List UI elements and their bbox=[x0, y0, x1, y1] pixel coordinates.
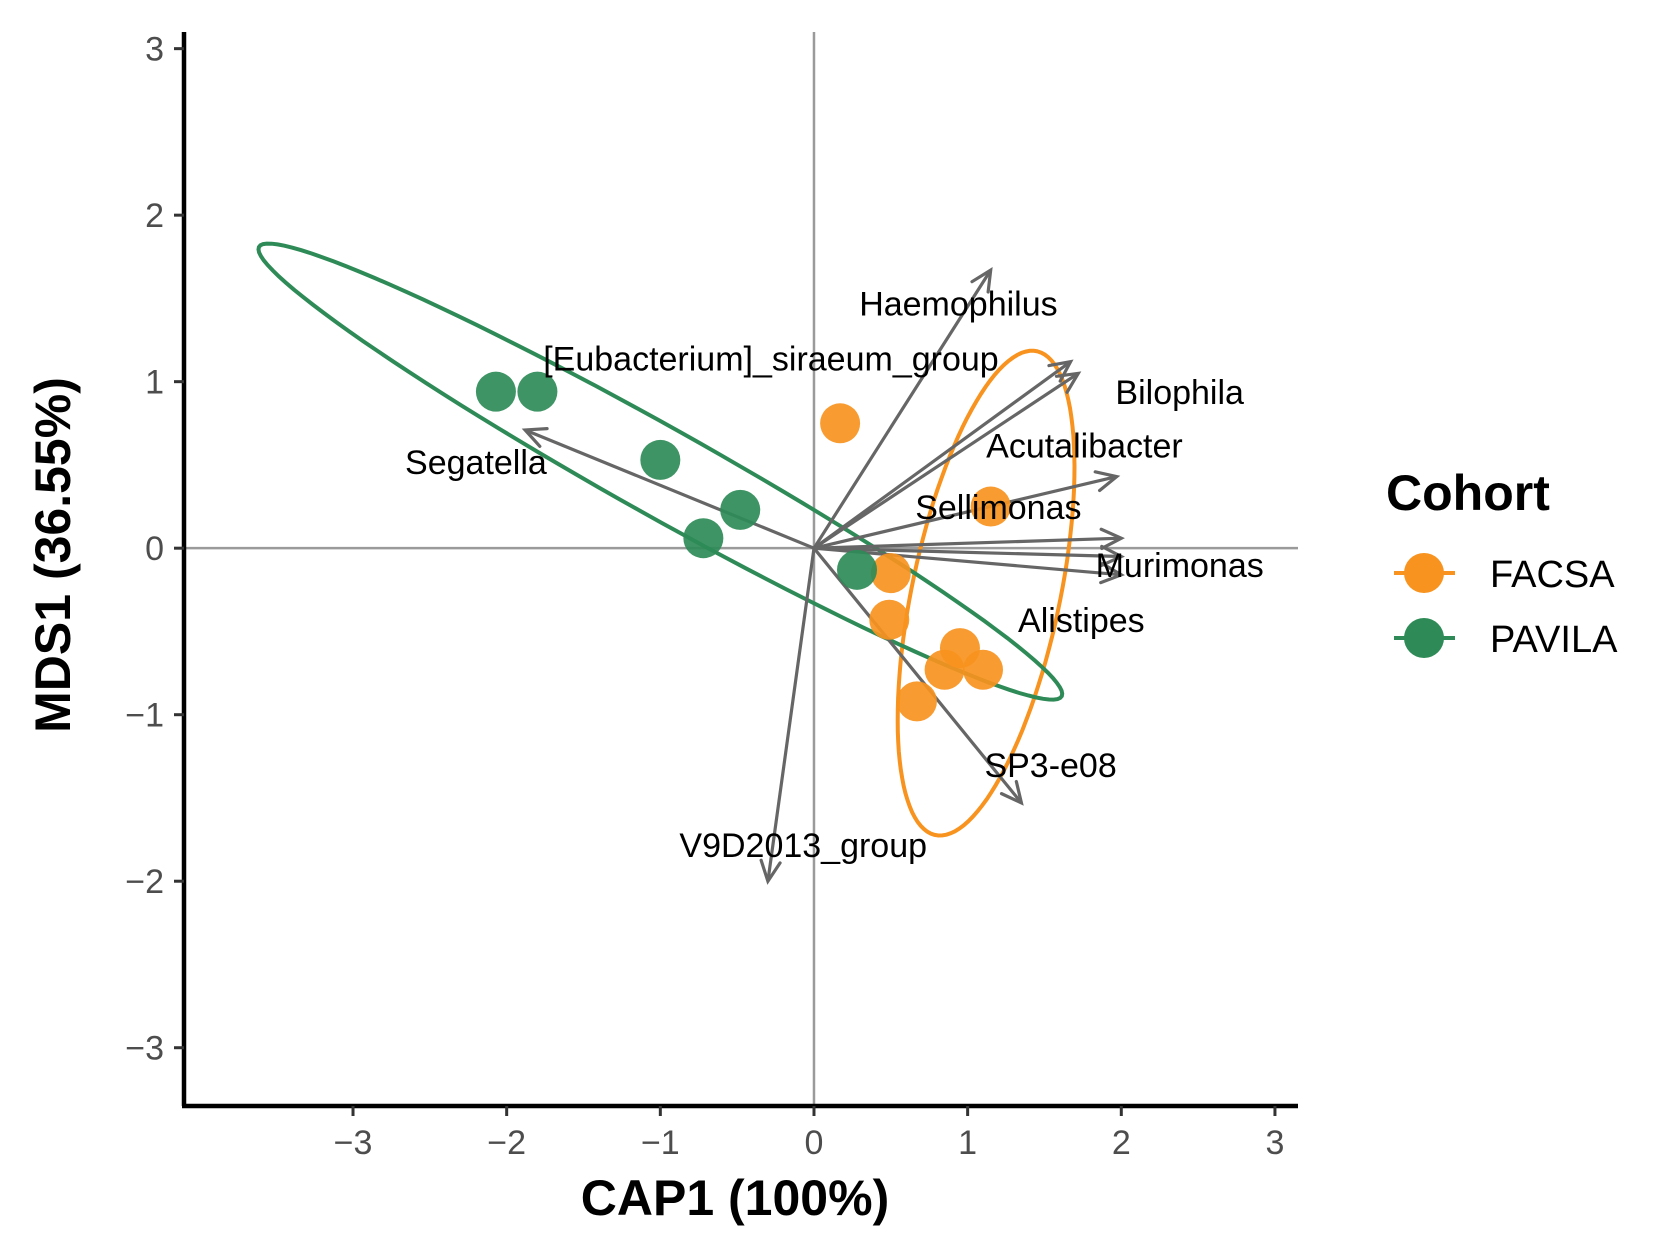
vector-label-haemophilus: Haemophilus bbox=[859, 286, 1057, 324]
point-facsa bbox=[896, 681, 937, 722]
vector-arrow-acutalibacter bbox=[813, 470, 1121, 550]
x-axis-title: CAP1 (100%) bbox=[581, 1170, 889, 1226]
vector-shaft bbox=[524, 428, 815, 550]
point-pavila bbox=[837, 549, 878, 590]
point-pavila bbox=[517, 371, 558, 412]
point-pavila bbox=[720, 489, 761, 530]
y-tick-label: 1 bbox=[145, 364, 164, 402]
x-tick-label: 0 bbox=[805, 1124, 824, 1162]
sample-points bbox=[475, 371, 1011, 722]
y-tick-label: 2 bbox=[145, 197, 164, 235]
vector-shaft bbox=[813, 475, 1118, 550]
reference-lines bbox=[184, 32, 1298, 1106]
vector-shaft bbox=[813, 360, 1072, 550]
vector-label-alistipes: Alistipes bbox=[1018, 602, 1145, 640]
legend-label: PAVILA bbox=[1490, 619, 1618, 661]
x-tick-label: 3 bbox=[1265, 1124, 1284, 1162]
vector-label-acutalibacter: Acutalibacter bbox=[986, 427, 1183, 465]
x-axis-ticks: −3 −2 −1 0 1 2 3 bbox=[334, 1106, 1284, 1162]
point-facsa bbox=[924, 649, 965, 690]
vector-labels: Haemophilus [Eubacterium]_siraeum_group Bi… bbox=[405, 286, 1264, 865]
vector-arrow-haemophilus bbox=[812, 267, 993, 550]
vector-label-sellimonas: Sellimonas bbox=[915, 489, 1081, 527]
vector-arrow-segatella bbox=[521, 427, 815, 550]
y-tick-label: 3 bbox=[145, 31, 164, 69]
vector-head bbox=[1099, 544, 1125, 568]
vector-shaft bbox=[812, 547, 1023, 804]
point-pavila bbox=[640, 439, 681, 480]
point-facsa bbox=[869, 599, 910, 640]
y-tick-label: 0 bbox=[145, 530, 164, 568]
point-facsa bbox=[970, 486, 1011, 527]
x-tick-label: −3 bbox=[334, 1124, 373, 1162]
y-tick-label: −3 bbox=[125, 1030, 164, 1068]
vector-label-segatella: Segatella bbox=[405, 444, 547, 482]
vector-label-v9d2013-group: V9D2013_group bbox=[679, 827, 927, 865]
vector-arrow-sp3-e08 bbox=[812, 547, 1024, 806]
vector-head bbox=[1099, 527, 1125, 551]
point-facsa bbox=[963, 649, 1004, 690]
vector-arrow-bilophila bbox=[813, 371, 1082, 550]
vector-shaft bbox=[766, 547, 816, 882]
legend-key-dot bbox=[1404, 553, 1444, 593]
legend-title: Cohort bbox=[1386, 465, 1550, 521]
vector-head bbox=[1093, 470, 1121, 493]
vector-label--eubacterium-siraeum-group: [Eubacterium]_siraeum_group bbox=[543, 341, 998, 379]
y-tick-label: −1 bbox=[125, 697, 164, 735]
vector-label-murimonas: Murimonas bbox=[1096, 547, 1264, 585]
x-tick-label: 2 bbox=[1112, 1124, 1131, 1162]
loading-vectors bbox=[521, 267, 1125, 885]
point-facsa bbox=[820, 403, 861, 444]
vector-arrow-sellimonas bbox=[813, 527, 1125, 551]
vector-head bbox=[970, 267, 993, 294]
vector-head bbox=[999, 779, 1024, 806]
legend-key-dot bbox=[1404, 618, 1444, 658]
y-axis-ticks: 3 2 1 0 −1 −2 −3 bbox=[125, 31, 184, 1068]
vector-shaft bbox=[813, 536, 1122, 550]
point-pavila bbox=[475, 371, 516, 412]
vector-head bbox=[1054, 371, 1082, 394]
vector-arrow-murimonas bbox=[813, 544, 1125, 568]
vector-shaft bbox=[813, 546, 1122, 559]
y-axis-title: MDS1 (36.55%) bbox=[25, 377, 81, 733]
vector-shaft bbox=[813, 372, 1080, 550]
point-facsa bbox=[870, 553, 911, 594]
x-tick-label: −1 bbox=[641, 1124, 680, 1162]
legend-item-pavila: PAVILA bbox=[1394, 618, 1618, 661]
x-tick-label: −2 bbox=[487, 1124, 526, 1162]
point-pavila bbox=[683, 518, 724, 559]
x-tick-label: 1 bbox=[958, 1124, 977, 1162]
vector-arrow-v9d2013-group bbox=[759, 547, 816, 885]
legend: Cohort FACSA PAVILA bbox=[1386, 465, 1618, 661]
vector-head bbox=[521, 427, 549, 448]
vector-label-sp3-e08: SP3-e08 bbox=[984, 747, 1116, 785]
legend-label: FACSA bbox=[1490, 554, 1615, 596]
vector-head bbox=[759, 858, 782, 885]
legend-item-facsa: FACSA bbox=[1394, 553, 1615, 596]
vector-head bbox=[1099, 561, 1125, 585]
vector-shaft bbox=[812, 269, 993, 550]
vector-label-bilophila: Bilophila bbox=[1115, 374, 1244, 412]
y-tick-label: −2 bbox=[125, 863, 164, 901]
axes bbox=[181, 32, 1298, 1109]
